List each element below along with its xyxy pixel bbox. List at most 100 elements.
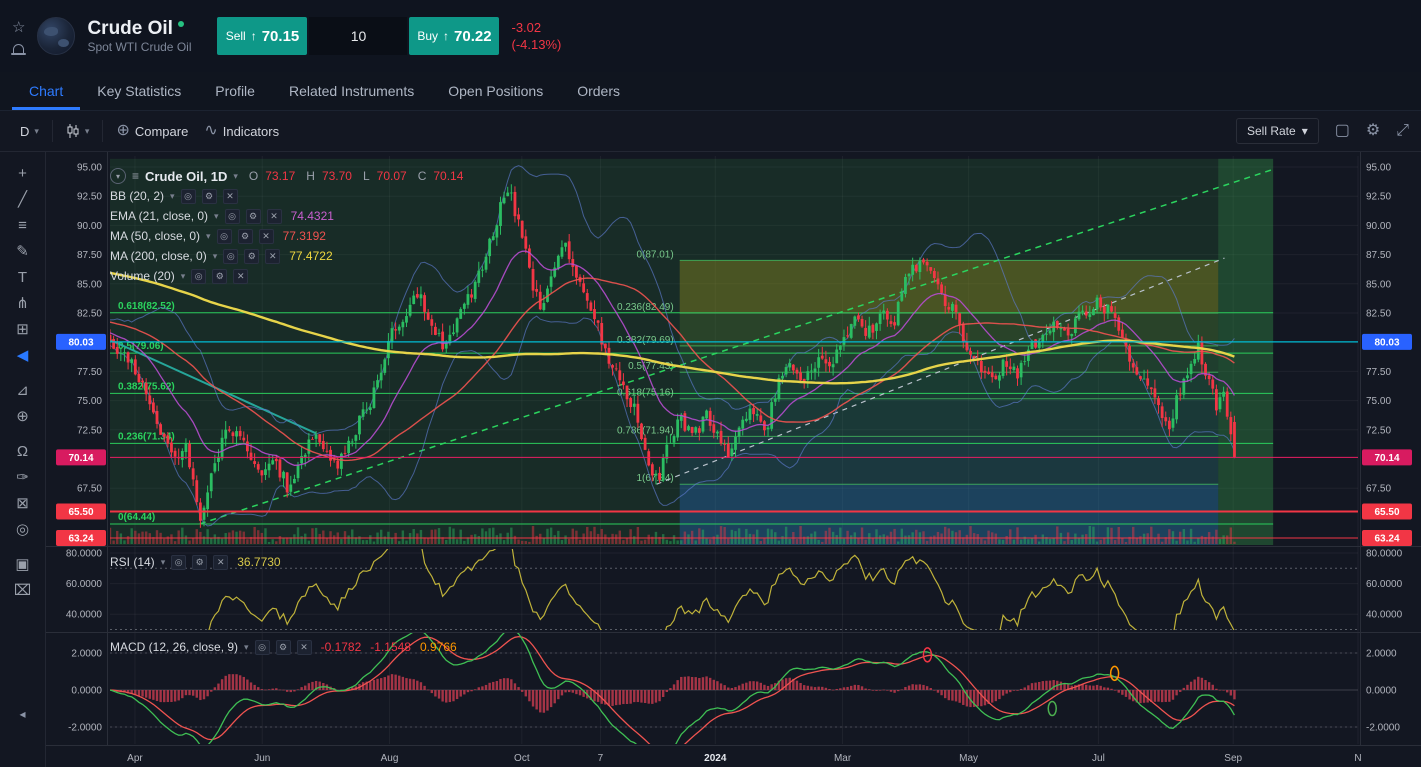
- settings-icon[interactable]: ⚙: [237, 228, 253, 244]
- parallel-lines-tool[interactable]: ≡: [18, 216, 27, 234]
- legend-menu-icon[interactable]: ≡: [132, 169, 140, 183]
- eye-icon[interactable]: ◎: [180, 188, 196, 204]
- tab-profile[interactable]: Profile: [215, 83, 255, 99]
- close-icon[interactable]: ✕: [265, 248, 281, 264]
- close-icon[interactable]: ✕: [222, 188, 238, 204]
- sell-price: 70.15: [261, 27, 300, 45]
- close-icon[interactable]: ✕: [213, 554, 229, 570]
- magnet-tool[interactable]: Ω: [16, 442, 29, 460]
- text-tool[interactable]: T: [17, 268, 28, 286]
- legend-indicator-row[interactable]: MA (200, close, 0) ▾ ◎ ⚙ ✕ 77.4722: [110, 246, 463, 266]
- quantity-input[interactable]: 10: [309, 17, 408, 55]
- object-tree-tool[interactable]: ▣: [15, 556, 30, 573]
- snapshot-icon[interactable]: ▢: [1334, 122, 1350, 139]
- indicator-legend-rows: BB (20, 2) ▾ ◎ ⚙ ✕ EMA (21, close, 0) ▾ ◎ ⚙ ✕ 74.4…: [110, 186, 463, 286]
- settings-icon[interactable]: ⚙: [192, 554, 208, 570]
- svg-text:92.50: 92.50: [77, 192, 102, 203]
- indicators-button[interactable]: ∿ Indicators: [196, 118, 287, 144]
- legend-indicator-row[interactable]: BB (20, 2) ▾ ◎ ⚙ ✕: [110, 186, 463, 206]
- ruler-tool[interactable]: ⊿: [16, 382, 29, 399]
- rate-type-selector[interactable]: Sell Rate ▾: [1235, 118, 1319, 144]
- svg-text:77.50: 77.50: [1366, 367, 1391, 378]
- svg-text:0(64.44): 0(64.44): [118, 512, 155, 523]
- buy-button[interactable]: Buy ↑ 70.22: [409, 17, 500, 55]
- settings-icon[interactable]: ⚙: [212, 268, 228, 284]
- rsi-legend-row[interactable]: RSI (14) ▾ ◎ ⚙ ✕ 36.7730: [110, 552, 281, 572]
- buy-price: 70.22: [454, 27, 492, 45]
- svg-text:7: 7: [598, 753, 604, 764]
- indicator-name: MA (50, close, 0): [110, 229, 201, 243]
- instrument-nav-tabs: Chart Key Statistics Profile Related Instru…: [0, 72, 1421, 111]
- macd-legend-row[interactable]: MACD (12, 26, close, 9) ▾ ◎ ⚙ ✕ -0.1782 …: [110, 637, 457, 657]
- tab-open-positions[interactable]: Open Positions: [448, 83, 544, 99]
- svg-text:85.00: 85.00: [1366, 279, 1391, 290]
- symbol-legend-row[interactable]: ▾ ≡ Crude Oil, 1D ▾ O 73.17 H 73.70 L 70…: [110, 166, 463, 186]
- gear-icon[interactable]: ⚙: [1365, 122, 1381, 139]
- rate-type-value: Sell Rate: [1246, 124, 1296, 138]
- lock-tool[interactable]: ⊠: [16, 495, 29, 512]
- chevron-down-icon: ▾: [170, 190, 175, 201]
- brush-tool[interactable]: ✎: [16, 243, 29, 260]
- interval-selector[interactable]: D ▾: [12, 119, 47, 144]
- compare-button[interactable]: ⊕ Compare: [108, 118, 196, 144]
- patterns-tool[interactable]: ⊞: [16, 321, 29, 338]
- svg-text:-2.0000: -2.0000: [68, 723, 102, 734]
- svg-text:40.0000: 40.0000: [1366, 610, 1403, 621]
- svg-text:65.50: 65.50: [1374, 507, 1399, 518]
- settings-icon[interactable]: ⚙: [201, 188, 217, 204]
- tab-orders[interactable]: Orders: [577, 83, 620, 99]
- main-pane-legend: ▾ ≡ Crude Oil, 1D ▾ O 73.17 H 73.70 L 70…: [110, 166, 463, 286]
- close-icon[interactable]: ✕: [296, 639, 312, 655]
- eye-icon[interactable]: ◎: [216, 228, 232, 244]
- tab-chart[interactable]: Chart: [12, 72, 81, 110]
- close-icon[interactable]: ✕: [233, 268, 249, 284]
- legend-indicator-row[interactable]: Volume (20) ▾ ◎ ⚙ ✕: [110, 266, 463, 286]
- svg-text:N: N: [1354, 753, 1361, 764]
- macd-label: MACD (12, 26, close, 9): [110, 640, 239, 654]
- instrument-subtitle: Spot WTI Crude Oil: [87, 39, 192, 54]
- price-level-lines: [110, 341, 1358, 539]
- settings-icon[interactable]: ⚙: [275, 639, 291, 655]
- bollinger-bands: [110, 165, 1235, 527]
- svg-text:1(67.84): 1(67.84): [636, 473, 673, 484]
- eye-icon[interactable]: ◎: [191, 268, 207, 284]
- eye-icon[interactable]: ◎: [254, 639, 270, 655]
- legend-indicator-row[interactable]: MA (50, close, 0) ▾ ◎ ⚙ ✕ 77.3192: [110, 226, 463, 246]
- collapse-toolbar-button[interactable]: ◂: [19, 707, 26, 721]
- rsi-label: RSI (14): [110, 555, 155, 569]
- trade-cluster: Sell ↑ 70.15 10 Buy ↑ 70.22: [217, 17, 500, 55]
- pitchfork-tool[interactable]: ⋔: [16, 295, 29, 312]
- svg-text:Mar: Mar: [834, 753, 852, 764]
- crosshair-tool[interactable]: +: [18, 164, 27, 182]
- eye-icon[interactable]: ◎: [171, 554, 187, 570]
- legend-indicator-row[interactable]: EMA (21, close, 0) ▾ ◎ ⚙ ✕ 74.4321: [110, 206, 463, 226]
- close-icon[interactable]: ✕: [258, 228, 274, 244]
- draw-tool[interactable]: ✑: [16, 469, 29, 486]
- alerts-icon[interactable]: [11, 43, 27, 55]
- eye-icon[interactable]: ◎: [224, 208, 240, 224]
- eye-icon[interactable]: ◎: [223, 248, 239, 264]
- tab-related-instruments[interactable]: Related Instruments: [288, 83, 415, 99]
- tab-key-statistics[interactable]: Key Statistics: [97, 83, 182, 99]
- settings-icon[interactable]: ⚙: [244, 248, 260, 264]
- close-icon[interactable]: ✕: [266, 208, 282, 224]
- remove-drawings-tool[interactable]: ⌧: [13, 582, 32, 599]
- hide-drawings-tool[interactable]: ◎: [15, 521, 30, 538]
- sell-button[interactable]: Sell ↑ 70.15: [217, 17, 308, 55]
- zoom-in-tool[interactable]: ⊕: [16, 408, 29, 425]
- ohlc-open-label: O: [248, 169, 259, 183]
- svg-text:87.50: 87.50: [1366, 250, 1391, 261]
- fullscreen-icon[interactable]: ⤢: [1396, 122, 1409, 139]
- watchlist-star-icon[interactable]: ☆: [12, 18, 26, 36]
- svg-text:70.14: 70.14: [68, 453, 93, 464]
- svg-text:92.50: 92.50: [1366, 192, 1391, 203]
- chart-style-selector[interactable]: ▾: [58, 119, 98, 143]
- app-header: ☆ Crude Oil Spot WTI Crude Oil Sell ↑ 70…: [0, 0, 1421, 72]
- toolbar-divider: [51, 120, 53, 142]
- indicators-label: Indicators: [222, 123, 280, 139]
- legend-symbol-title: Crude Oil, 1D: [145, 168, 228, 184]
- settings-icon[interactable]: ⚙: [245, 208, 261, 224]
- arrow-tool[interactable]: ◀: [16, 347, 29, 364]
- trend-line-tool[interactable]: ╱: [17, 191, 28, 208]
- collapse-pane-icon[interactable]: ▾: [110, 168, 126, 184]
